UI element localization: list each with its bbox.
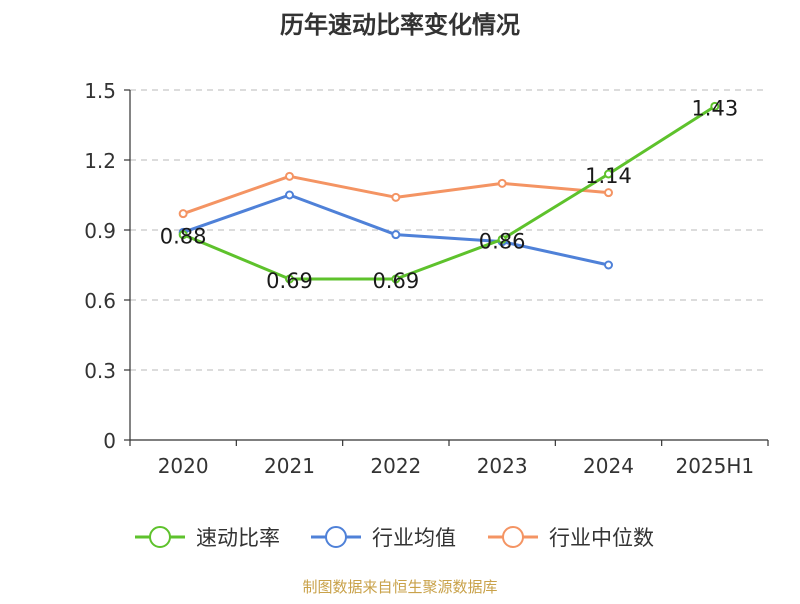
data-label: 1.14 <box>585 164 632 188</box>
gridlines <box>130 89 768 371</box>
x-tick-label: 2020 <box>158 454 209 478</box>
legend-label: 行业均值 <box>372 526 456 550</box>
data-point <box>285 190 294 200</box>
axes: 0 0.3 0.6 0.9 1.2 1.5 2020 2021 2022 2023 2024 2025… <box>84 79 769 478</box>
y-tick-label: 1.5 <box>84 79 116 103</box>
y-tick-label: 1.2 <box>84 149 116 173</box>
data-point <box>497 178 507 188</box>
legend-item[interactable]: 速动比率 <box>135 526 280 550</box>
data-point <box>710 101 720 111</box>
data-point <box>391 274 401 284</box>
chart-title: 历年速动比率变化情况 <box>280 11 520 39</box>
legend-item[interactable]: 行业均值 <box>311 526 456 550</box>
legend-item[interactable]: 行业中位数 <box>488 526 654 550</box>
series-1: 0.88 0.69 0.69 0.86 1.14 1.43 <box>160 96 738 293</box>
y-tick-label: 0 <box>103 429 116 453</box>
data-point <box>178 209 188 219</box>
data-point <box>285 274 294 284</box>
data-point <box>178 230 188 240</box>
source-note: 制图数据来自恒生聚源数据库 <box>302 578 497 596</box>
series-line <box>182 105 716 281</box>
data-point <box>285 171 294 181</box>
x-tick-label: 2022 <box>370 454 421 478</box>
legend-marker <box>325 526 347 548</box>
y-tick-label: 0.6 <box>84 289 116 313</box>
data-label: 0.69 <box>372 269 419 293</box>
data-label: 0.69 <box>266 269 313 293</box>
legend-marker <box>502 526 524 548</box>
legend-label: 速动比率 <box>196 526 280 550</box>
legend-marker <box>149 526 171 548</box>
series-3 <box>178 171 613 219</box>
data-point <box>497 234 507 244</box>
data-point <box>604 260 613 270</box>
x-tick-label: 2021 <box>264 454 315 478</box>
data-label: 0.88 <box>160 225 207 249</box>
x-tick-label: 2024 <box>583 454 634 478</box>
data-point <box>391 230 401 240</box>
data-label: 1.43 <box>691 96 738 120</box>
y-tick-label: 0.3 <box>84 359 116 383</box>
legend[interactable]: 速动比率 行业均值 行业中位数 <box>135 526 654 550</box>
y-tick-label: 0.9 <box>84 219 116 243</box>
data-point <box>604 188 613 198</box>
data-label: 0.86 <box>479 229 526 253</box>
series-group: 0.88 0.69 0.69 0.86 1.14 1.43 <box>160 96 738 293</box>
legend-label: 行业中位数 <box>549 526 654 550</box>
data-point <box>391 192 401 202</box>
data-point <box>604 169 613 179</box>
x-tick-label: 2023 <box>477 454 528 478</box>
x-tick-label: 2025H1 <box>675 454 754 478</box>
